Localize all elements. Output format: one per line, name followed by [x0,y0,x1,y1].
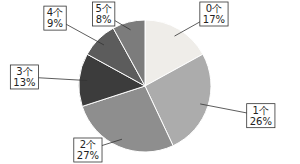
category-label: 4个 [47,7,63,18]
data-label: 5个8% [92,2,130,30]
value-label: 9% [47,18,63,29]
data-label: 3个13% [10,65,87,89]
pie [79,20,211,152]
label-text: 1个26% [250,105,272,127]
label-box [44,6,66,30]
label-text: 5个8% [95,3,111,25]
label-box [200,2,228,26]
category-label: 3个 [16,66,32,77]
value-label: 27% [77,150,99,161]
value-label: 13% [13,77,35,88]
category-label: 5个 [95,3,111,14]
label-box [247,104,275,128]
label-box [74,138,102,162]
label-text: 0个17% [203,3,225,25]
label-box [10,65,38,89]
labels: 0个17% 1个26% 2个27% 3个13% 4个9% 5个8% [10,2,275,162]
label-box [92,2,114,26]
value-label: 26% [250,116,272,127]
data-label: 2个27% [74,138,122,162]
label-text: 3个13% [13,66,35,88]
data-label: 1个26% [200,104,275,128]
category-label: 0个 [206,3,222,14]
value-label: 8% [96,14,112,25]
slice [113,20,145,86]
chart: 0个17% 1个26% 2个27% 3个13% 4个9% 5个8% [0,0,300,164]
category-label: 2个 [80,139,96,150]
label-text: 4个9% [47,7,63,29]
data-label: 0个17% [175,2,229,36]
category-label: 1个 [253,105,269,116]
label-text: 2个27% [77,139,99,161]
value-label: 17% [203,14,225,25]
